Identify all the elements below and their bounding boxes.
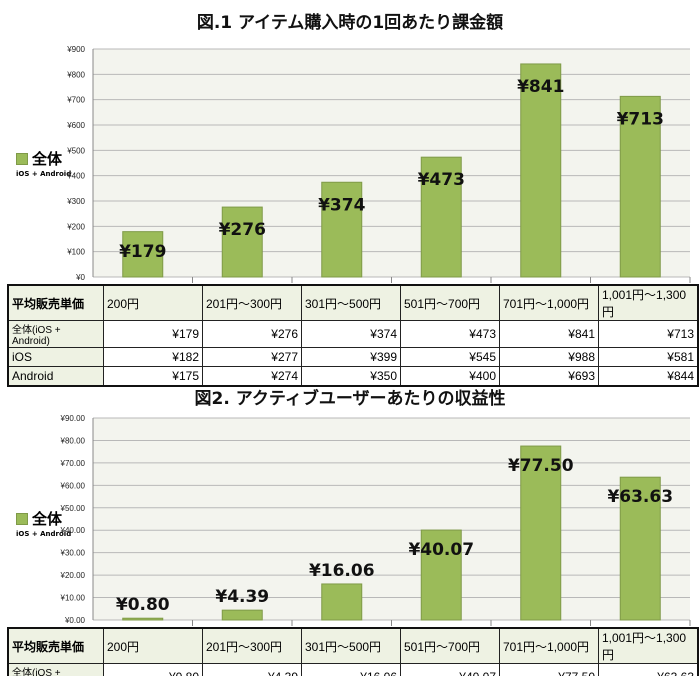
chart2-table: 平均販売単価 200円 201円～300円 301円～500円 501円～700円 701…	[7, 627, 699, 676]
data-label: ¥0.80	[116, 595, 170, 615]
y-tick-label: ¥0.00	[64, 616, 86, 625]
data-label: ¥179	[119, 242, 166, 262]
table-header-row: 平均販売単価 200円 201円～300円 301円～500円 501円～700円 701…	[7, 284, 699, 321]
y-tick-label: ¥0	[75, 273, 85, 282]
y-tick-label: ¥700	[66, 96, 85, 105]
value-cell: ¥581	[598, 347, 699, 367]
value-cell: ¥545	[400, 347, 500, 367]
y-tick-label: ¥90.00	[60, 414, 86, 423]
data-label: ¥841	[517, 77, 564, 97]
legend-sub: iOS + Android	[16, 170, 72, 178]
value-cell: ¥988	[499, 347, 599, 367]
value-cell: ¥844	[598, 366, 699, 387]
y-tick-label: ¥600	[66, 121, 85, 130]
chart2-title: 図2. アクティブユーザーあたりの収益性	[194, 389, 506, 409]
y-tick-label: ¥60.00	[60, 481, 86, 490]
row-label: Android	[7, 366, 104, 387]
y-tick-label: ¥300	[66, 197, 85, 206]
legend-swatch	[16, 512, 28, 525]
chart1-title: 図.1 アイテム購入時の1回あたり課金額	[196, 13, 504, 33]
bar	[619, 476, 661, 621]
category-cell: 301円～500円	[301, 627, 401, 664]
category-cell: 1,001円～1,300円	[598, 284, 699, 321]
table-row: iOS ¥182 ¥277 ¥399 ¥545 ¥988 ¥581	[7, 347, 699, 367]
value-cell: ¥713	[598, 320, 699, 348]
y-tick-label: ¥900	[66, 45, 85, 54]
bar	[420, 156, 462, 278]
y-tick-label: ¥100	[66, 248, 85, 257]
value-cell: ¥841	[499, 320, 599, 348]
y-tick-label: ¥800	[66, 70, 85, 79]
data-label: ¥374	[318, 195, 365, 215]
category-cell: 701円～1,000円	[499, 627, 599, 664]
y-tick-label: ¥30.00	[60, 549, 86, 558]
category-cell: 501円～700円	[400, 284, 500, 321]
bar	[321, 583, 363, 621]
y-tick-label: ¥50.00	[60, 504, 86, 513]
header-cell: 平均販売単価	[7, 627, 104, 664]
bar	[619, 95, 661, 278]
value-cell: ¥277	[202, 347, 302, 367]
y-tick-label: ¥400	[66, 172, 85, 181]
legend-label: 全体	[32, 150, 63, 168]
data-label: ¥713	[617, 109, 664, 129]
value-cell: ¥77.50	[499, 663, 599, 676]
table-row: 全体(iOS + Android)¥0.80¥4.39¥16.06¥40.07¥…	[7, 663, 699, 676]
y-tick-label: ¥40.00	[60, 526, 86, 535]
data-label: ¥77.50	[508, 456, 574, 476]
data-label: ¥40.07	[408, 540, 474, 560]
bar	[122, 231, 164, 278]
plot-area	[93, 49, 690, 277]
data-label: ¥4.39	[215, 587, 269, 607]
category-cell: 1,001円～1,300円	[598, 627, 699, 664]
value-cell: ¥399	[301, 347, 401, 367]
y-tick-label: ¥20.00	[60, 571, 86, 580]
bar	[122, 617, 164, 621]
header-cell: 平均販売単価	[7, 284, 104, 321]
chart2-legend: 全体 iOS + Android	[16, 508, 71, 538]
y-tick-label: ¥200	[66, 222, 85, 231]
value-cell: ¥473	[400, 320, 500, 348]
table-header-row: 平均販売単価 200円 201円～300円 301円～500円 501円～700円 701…	[7, 627, 699, 664]
y-tick-label: ¥10.00	[60, 594, 86, 603]
data-label: ¥63.63	[607, 487, 673, 507]
value-cell: ¥400	[400, 366, 500, 387]
value-cell: ¥693	[499, 366, 599, 387]
legend-swatch	[16, 152, 28, 165]
value-cell: ¥274	[202, 366, 302, 387]
bar	[221, 609, 263, 621]
data-label: ¥473	[418, 170, 465, 190]
y-tick-label: ¥70.00	[60, 459, 86, 468]
legend-label: 全体	[32, 510, 63, 528]
bar	[221, 206, 263, 278]
category-cell: 701円～1,000円	[499, 284, 599, 321]
bar	[520, 63, 562, 278]
chart1-legend: 全体 iOS + Android	[16, 148, 71, 178]
category-cell: 201円～300円	[202, 284, 302, 321]
category-cell: 501円～700円	[400, 627, 500, 664]
value-cell: ¥350	[301, 366, 401, 387]
row-label: 全体(iOS + Android)	[7, 320, 104, 348]
category-cell: 200円	[103, 627, 203, 664]
data-label: ¥16.06	[309, 561, 375, 581]
legend-sub: iOS + Android	[16, 530, 72, 538]
bar	[520, 445, 562, 621]
chart1-table: 平均販売単価 200円 201円～300円 301円～500円 501円～700円 701…	[7, 284, 699, 387]
y-tick-label: ¥80.00	[60, 436, 86, 445]
table-row: Android ¥175 ¥274 ¥350 ¥400 ¥693 ¥844	[7, 366, 699, 387]
value-cell: ¥63.63	[598, 663, 699, 676]
data-label: ¥276	[219, 220, 266, 240]
bar	[420, 529, 462, 621]
y-tick-label: ¥500	[66, 146, 85, 155]
plot-area	[93, 418, 690, 620]
bar	[321, 181, 363, 278]
category-cell: 200円	[103, 284, 203, 321]
value-cell: ¥175	[103, 366, 203, 387]
value-cell: ¥179	[103, 320, 203, 348]
category-cell: 201円～300円	[202, 627, 302, 664]
row-label: iOS	[7, 347, 104, 367]
